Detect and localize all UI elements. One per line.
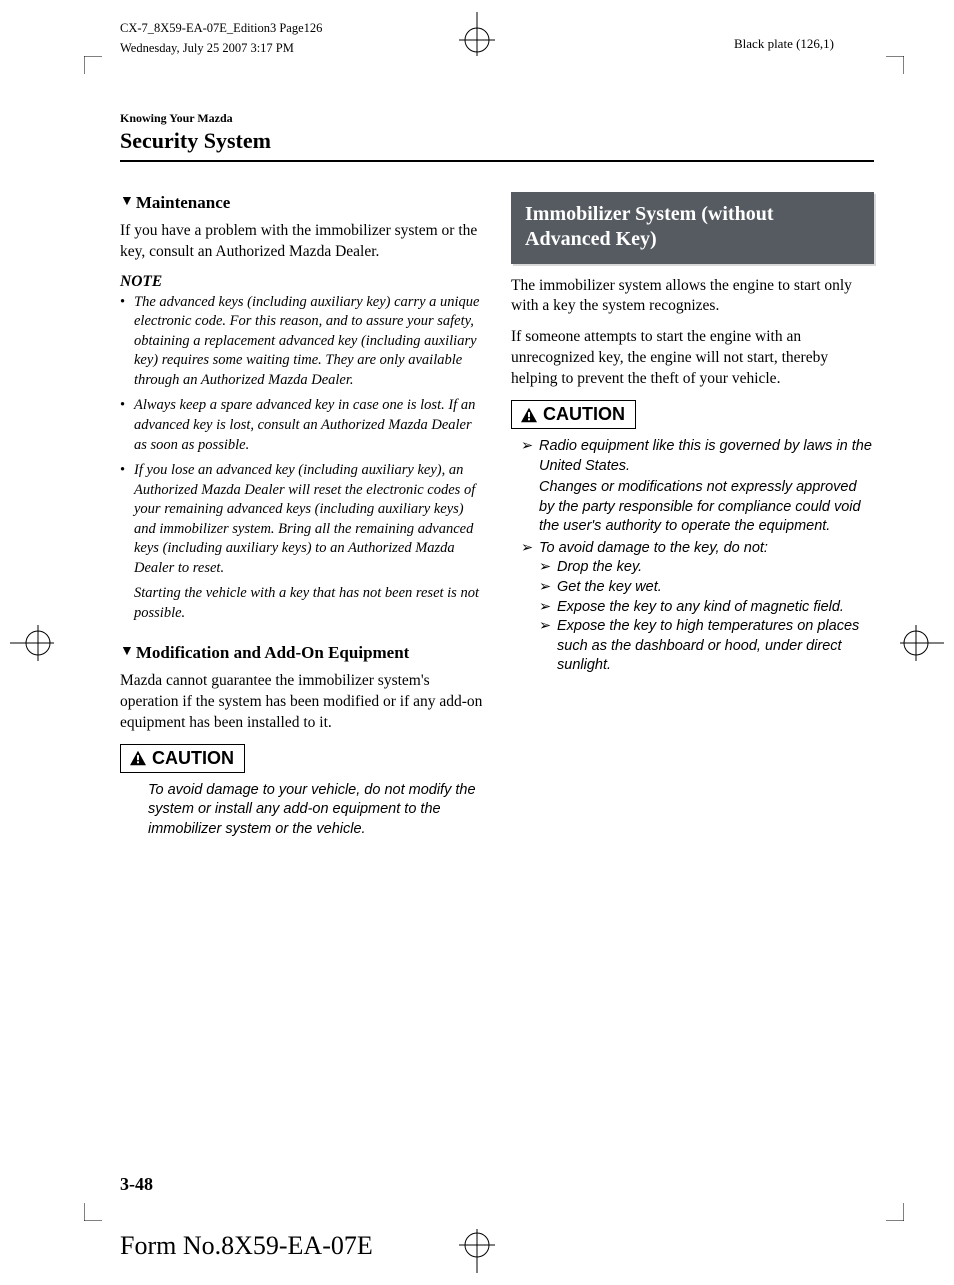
modification-heading-text: Modification and Add-On Equipment <box>136 642 410 663</box>
note-item: If you lose an advanced key (including a… <box>134 461 483 578</box>
caution-box: CAUTION <box>120 744 245 773</box>
right-column: Immobilizer System (without Advanced Key… <box>511 192 874 840</box>
intro-1: The immobilizer system allows the engine… <box>511 276 874 318</box>
left-column: ▼ Maintenance If you have a problem with… <box>120 192 483 840</box>
crop-mark-icon <box>84 1203 102 1221</box>
crop-mark-icon <box>84 56 102 74</box>
crop-mark-icon <box>886 1203 904 1221</box>
caution-item-continuation: Changes or modifications not expressly a… <box>539 478 874 537</box>
form-number: Form No.8X59-EA-07E <box>120 1231 373 1261</box>
caution-list: Radio equipment like this is governed by… <box>511 437 874 676</box>
caution-item-text: To avoid damage to the key, do not: <box>539 540 768 556</box>
caution-text: To avoid damage to your vehicle, do not … <box>120 781 483 840</box>
modification-body: Mazda cannot guarantee the immobilizer s… <box>120 671 483 734</box>
columns: ▼ Maintenance If you have a problem with… <box>120 192 874 840</box>
intro-2: If someone attempts to start the engine … <box>511 327 874 390</box>
file-meta: CX-7_8X59-EA-07E_Edition3 Page126 <box>120 20 734 36</box>
note-list: The advanced keys (including auxiliary k… <box>120 293 483 579</box>
register-mark-icon <box>449 1229 505 1273</box>
register-mark-icon <box>10 615 54 671</box>
maintenance-body: If you have a problem with the immobiliz… <box>120 221 483 263</box>
note-item: Always keep a spare advanced key in case… <box>134 396 483 455</box>
modification-heading: ▼ Modification and Add-On Equipment <box>120 642 483 663</box>
section-heading: Security System <box>120 128 874 154</box>
section-heading-block: Knowing Your Mazda Security System <box>120 111 874 162</box>
section-heading-small: Knowing Your Mazda <box>120 111 874 126</box>
black-plate-label: Black plate (126,1) <box>734 36 834 52</box>
maintenance-heading: ▼ Maintenance <box>120 192 483 213</box>
register-mark-icon <box>449 12 505 56</box>
caution-subitem: Expose the key to high temperatures on p… <box>557 617 874 676</box>
caution-item: To avoid damage to the key, do not: Drop… <box>539 539 874 676</box>
note-label: NOTE <box>120 273 483 291</box>
date-meta: Wednesday, July 25 2007 3:17 PM <box>120 40 734 56</box>
divider <box>120 160 874 162</box>
note-continuation: Starting the vehicle with a key that has… <box>120 584 483 623</box>
page-container: CX-7_8X59-EA-07E_Edition3 Page126 Wednes… <box>0 0 954 1285</box>
register-mark-icon <box>900 615 944 671</box>
caution-subitem: Get the key wet. <box>557 578 874 598</box>
caution-label: CAUTION <box>543 404 625 425</box>
caution-subitem: Drop the key. <box>557 558 874 578</box>
warning-icon <box>520 407 538 423</box>
down-triangle-icon: ▼ <box>120 642 134 662</box>
note-item: The advanced keys (including auxiliary k… <box>134 293 483 391</box>
caution-subitem: Expose the key to any kind of magnetic f… <box>557 598 874 618</box>
caution-box: CAUTION <box>511 400 636 429</box>
warning-icon <box>129 750 147 766</box>
shaded-heading: Immobilizer System (without Advanced Key… <box>511 192 874 264</box>
down-triangle-icon: ▼ <box>120 192 134 212</box>
caution-item: Radio equipment like this is governed by… <box>539 437 874 476</box>
caution-label: CAUTION <box>152 748 234 769</box>
page-number: 3-48 <box>120 1174 153 1195</box>
meta-left: CX-7_8X59-EA-07E_Edition3 Page126 Wednes… <box>120 20 734 61</box>
maintenance-heading-text: Maintenance <box>136 192 230 213</box>
crop-mark-icon <box>886 56 904 74</box>
caution-sublist: Drop the key. Get the key wet. Expose th… <box>539 558 874 675</box>
